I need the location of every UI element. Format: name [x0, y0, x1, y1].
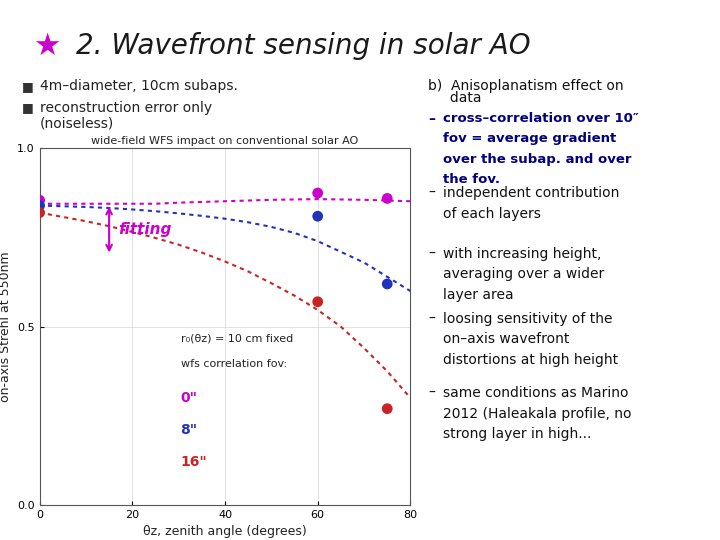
Text: 4m–diameter, 10cm subaps.: 4m–diameter, 10cm subaps. — [40, 79, 238, 93]
Point — [312, 212, 323, 220]
Text: layer area: layer area — [443, 288, 513, 302]
Text: independent contribution: independent contribution — [443, 186, 619, 200]
Text: 8": 8" — [181, 423, 197, 437]
Point — [34, 208, 45, 217]
Text: b)  Anisoplanatism effect on: b) Anisoplanatism effect on — [428, 79, 624, 93]
Text: ■: ■ — [22, 102, 33, 114]
Text: –: – — [428, 386, 436, 400]
Point — [34, 201, 45, 210]
Text: same conditions as Marino: same conditions as Marino — [443, 386, 629, 400]
Text: of each layers: of each layers — [443, 207, 541, 221]
Text: wfs correlation fov:: wfs correlation fov: — [181, 359, 287, 369]
Text: averaging over a wider: averaging over a wider — [443, 267, 604, 281]
Text: fitting: fitting — [118, 222, 172, 237]
Text: ★: ★ — [33, 31, 60, 60]
Text: (noiseless): (noiseless) — [40, 116, 114, 130]
Text: distortions at high height: distortions at high height — [443, 353, 618, 367]
Title: wide-field WFS impact on conventional solar AO: wide-field WFS impact on conventional so… — [91, 136, 359, 146]
Text: –: – — [428, 247, 436, 261]
Text: reconstruction error only: reconstruction error only — [40, 101, 212, 115]
Text: 2. Wavefront sensing in solar AO: 2. Wavefront sensing in solar AO — [76, 32, 530, 60]
Text: –: – — [428, 186, 436, 200]
Y-axis label: on-axis Strehl at 550nm: on-axis Strehl at 550nm — [0, 252, 12, 402]
Text: 0": 0" — [181, 391, 197, 405]
Point — [312, 298, 323, 306]
Text: 2012 (Haleakala profile, no: 2012 (Haleakala profile, no — [443, 407, 631, 421]
Text: cross–correlation over 10″: cross–correlation over 10″ — [443, 112, 639, 125]
Text: –: – — [428, 112, 436, 126]
Point — [312, 188, 323, 197]
Text: on–axis wavefront: on–axis wavefront — [443, 332, 570, 346]
Point — [382, 194, 393, 202]
Point — [382, 280, 393, 288]
Point — [382, 404, 393, 413]
Text: fov = average gradient: fov = average gradient — [443, 132, 616, 145]
X-axis label: θz, zenith angle (degrees): θz, zenith angle (degrees) — [143, 525, 307, 538]
Text: loosing sensitivity of the: loosing sensitivity of the — [443, 312, 612, 326]
Text: the fov.: the fov. — [443, 173, 500, 186]
Text: data: data — [428, 91, 482, 105]
Text: ■: ■ — [22, 80, 33, 93]
Text: –: – — [428, 312, 436, 326]
Text: r₀(θz) = 10 cm fixed: r₀(θz) = 10 cm fixed — [181, 334, 293, 344]
Point — [34, 196, 45, 205]
Text: 16": 16" — [181, 455, 207, 469]
Text: with increasing height,: with increasing height, — [443, 247, 601, 261]
Text: over the subap. and over: over the subap. and over — [443, 153, 631, 166]
Text: strong layer in high...: strong layer in high... — [443, 427, 591, 441]
